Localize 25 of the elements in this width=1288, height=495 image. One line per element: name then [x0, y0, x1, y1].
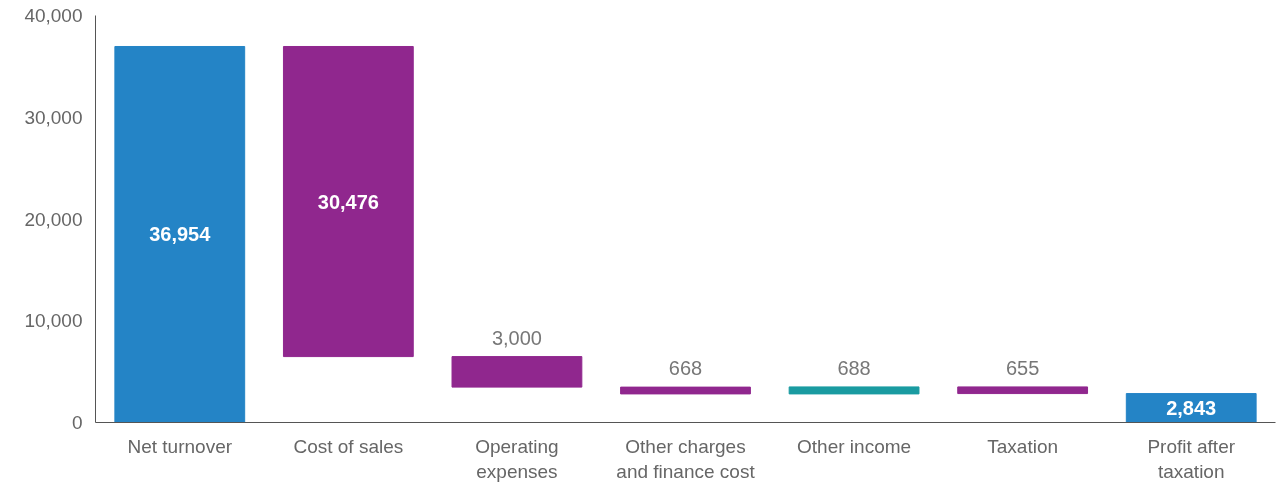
y-tick-label: 40,000 [24, 5, 83, 26]
x-tick-label: Cost of sales [293, 435, 404, 457]
data-label: 30,476 [317, 190, 379, 213]
y-tick-label: 30,000 [24, 106, 83, 128]
x-tick-label: Operating expenses [475, 435, 559, 482]
x-tick-label: Other charges and finance cost [616, 435, 756, 482]
y-tick-label: 0 [71, 412, 83, 433]
y-tick-label: 10,000 [24, 310, 83, 332]
data-label: 36,954 [149, 223, 212, 246]
bar [114, 45, 246, 423]
bar [788, 386, 920, 395]
data-label: 668 [668, 357, 703, 380]
data-label: 688 [837, 356, 871, 379]
x-tick-label: Taxation [987, 435, 1059, 457]
bar [957, 386, 1089, 395]
data-label: 2,843 [1166, 397, 1217, 420]
bar [451, 356, 583, 388]
x-tick-label: Other income [797, 435, 912, 457]
data-label: 655 [1005, 356, 1040, 379]
bar [282, 45, 414, 358]
data-label: 3,000 [491, 326, 542, 349]
y-tick-label: 20,000 [24, 208, 83, 230]
bar [620, 386, 751, 395]
x-tick-label: Net turnover [127, 435, 233, 457]
x-tick-label: Profit after taxation [1147, 435, 1236, 482]
